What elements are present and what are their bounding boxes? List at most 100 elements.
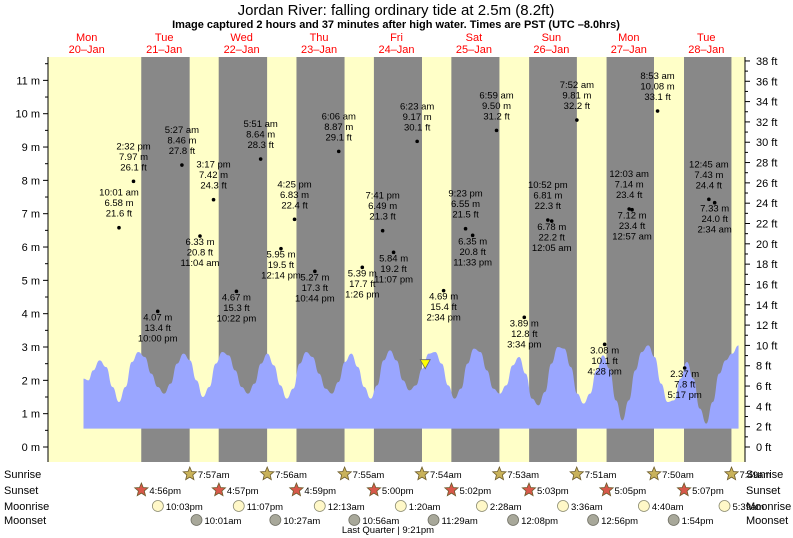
sunset-icon bbox=[443, 481, 460, 497]
sunset-icon bbox=[366, 481, 382, 497]
tide-point bbox=[336, 149, 341, 154]
y-tick-label-ft: 22 ft bbox=[756, 219, 777, 231]
tide-label: 17.7 ft bbox=[349, 279, 376, 290]
day-date-label: 28–Jan bbox=[688, 44, 724, 56]
tide-label: 11:04 am bbox=[181, 258, 220, 269]
day-date-label: 25–Jan bbox=[456, 44, 492, 56]
tide-label: 4.67 m bbox=[222, 292, 251, 303]
chart-title: Jordan River: falling ordinary tide at 2… bbox=[238, 2, 555, 19]
tide-label: 7.12 m bbox=[618, 211, 647, 222]
moonset-icon bbox=[587, 514, 600, 526]
tide-label: 7.42 m bbox=[199, 170, 228, 181]
tide-label: 4:28 pm bbox=[587, 366, 621, 377]
tide-label: 6.78 m bbox=[537, 222, 566, 233]
tide-label: 5.95 m bbox=[266, 250, 295, 261]
day-date-label: 27–Jan bbox=[611, 44, 647, 56]
moon-phase-label: Last Quarter | 9:21pm bbox=[342, 525, 434, 536]
tide-label: 24.4 ft bbox=[696, 180, 723, 191]
tide-label: 12:45 am bbox=[689, 159, 729, 170]
event-time: 11:29am bbox=[442, 516, 478, 527]
sun-moon-rows: Sunrise Sunrise 7:57am 7:56am 7:55am 7:54am 7:… bbox=[4, 465, 791, 536]
tide-label: 3.08 m bbox=[590, 345, 619, 356]
tide-label: 10.1 ft bbox=[591, 356, 618, 367]
y-tick-label-m: 10 m bbox=[16, 109, 40, 121]
tide-label: 10:44 pm bbox=[295, 293, 335, 304]
tide-label: 12:14 pm bbox=[261, 271, 301, 282]
tide-label: 6.33 m bbox=[185, 237, 214, 248]
now-marker-icon bbox=[419, 359, 431, 370]
y-tick-label-m: 8 m bbox=[22, 175, 40, 187]
event-time: 7:49am bbox=[740, 470, 772, 481]
sunset-icon bbox=[521, 481, 537, 497]
axes: 0 m 1 m 2 m 3 m 4 m 5 m 6 m 7 m 8 m 9 m 10 m 11 m 0 … bbox=[16, 56, 777, 462]
sunrise-icon bbox=[646, 465, 662, 481]
tide-label: 23.4 ft bbox=[616, 190, 643, 201]
day-name-label: Fri bbox=[390, 32, 403, 44]
day-name-label: Tue bbox=[155, 32, 174, 44]
row-label-right: Sunset bbox=[746, 485, 780, 497]
tide-label: 5:17 pm bbox=[667, 390, 701, 401]
tide-label: 2.37 m bbox=[670, 369, 699, 380]
y-tick-label-ft: 34 ft bbox=[756, 97, 777, 109]
sunrise-icon bbox=[259, 465, 275, 481]
y-tick-label-ft: 16 ft bbox=[756, 279, 777, 291]
event-time: 12:13am bbox=[328, 502, 365, 513]
y-tick-label-m: 0 m bbox=[22, 442, 40, 454]
event-time: 5:00pm bbox=[382, 486, 414, 497]
event-time: 11:07pm bbox=[247, 502, 283, 513]
tide-label: 27.8 ft bbox=[169, 146, 196, 157]
sunset-icon bbox=[288, 481, 305, 497]
tide-point bbox=[470, 233, 475, 238]
event-time: 7:56am bbox=[275, 470, 307, 481]
y-tick-label-ft: 10 ft bbox=[756, 340, 777, 352]
sunrise-icon bbox=[182, 465, 198, 481]
tide-point bbox=[292, 217, 297, 222]
y-tick-label-m: 7 m bbox=[22, 209, 40, 221]
tide-point bbox=[117, 225, 121, 230]
tide-label: 26.1 ft bbox=[120, 162, 147, 173]
tide-point bbox=[198, 234, 202, 238]
tide-label: 6.58 m bbox=[104, 198, 133, 209]
event-time: 7:54am bbox=[430, 470, 462, 481]
moonrise-icon bbox=[718, 500, 731, 512]
tide-label: 5:51 am bbox=[243, 119, 277, 130]
tide-label: 7.14 m bbox=[615, 180, 644, 191]
tide-label: 7.43 m bbox=[694, 170, 723, 181]
y-tick-label-m: 1 m bbox=[22, 409, 40, 421]
tide-label: 19.2 ft bbox=[380, 264, 407, 275]
day-date-label: 21–Jan bbox=[146, 44, 182, 56]
tide-label: 4.69 m bbox=[429, 292, 458, 303]
day-name-label: Sat bbox=[466, 32, 483, 44]
tide-label: 6:06 am bbox=[322, 111, 356, 122]
day-name-label: Wed bbox=[230, 32, 252, 44]
y-tick-label-m: 4 m bbox=[22, 309, 40, 321]
tide-label: 15.3 ft bbox=[223, 303, 250, 314]
tide-label: 13.4 ft bbox=[145, 323, 172, 334]
tide-label: 1:26 pm bbox=[345, 289, 379, 300]
moon-phase-separator: | bbox=[395, 525, 403, 536]
tide-label: 6.55 m bbox=[451, 199, 480, 210]
tide-label: 6:23 am bbox=[400, 101, 434, 112]
tide-label: 4:25 pm bbox=[277, 179, 311, 190]
tide-label: 31.2 ft bbox=[483, 111, 510, 122]
y-tick-label-ft: 12 ft bbox=[756, 320, 777, 332]
moonset-icon bbox=[269, 514, 282, 526]
tide-label: 19.5 ft bbox=[268, 260, 295, 271]
tide-label: 7.33 m bbox=[700, 204, 729, 215]
event-time: 3:36am bbox=[571, 502, 603, 513]
sunrise-icon bbox=[723, 465, 740, 481]
y-tick-label-ft: 18 ft bbox=[756, 259, 777, 271]
tide-label: 20.8 ft bbox=[187, 248, 214, 259]
tide-label: 9:23 pm bbox=[448, 189, 482, 200]
tide-label: 12.8 ft bbox=[511, 329, 538, 340]
tide-point bbox=[380, 228, 385, 233]
tide-point bbox=[313, 269, 317, 274]
tide-point bbox=[707, 197, 711, 202]
sunset-icon bbox=[676, 481, 692, 497]
tide-label: 6.83 m bbox=[280, 190, 309, 201]
tide-label: 2:34 pm bbox=[426, 313, 460, 324]
y-tick-label-ft: 36 ft bbox=[756, 76, 777, 88]
tide-point bbox=[211, 197, 216, 202]
tide-label: 12:05 am bbox=[532, 243, 572, 254]
tide-label: 7:41 pm bbox=[365, 191, 399, 202]
